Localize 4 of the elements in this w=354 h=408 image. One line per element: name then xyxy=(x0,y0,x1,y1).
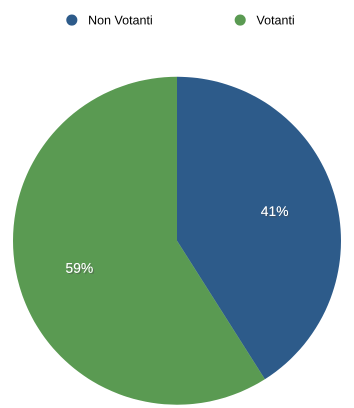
legend-label: Non Votanti xyxy=(89,15,152,25)
legend-label: Votanti xyxy=(256,15,294,25)
data-label: 59% xyxy=(66,262,94,274)
data-label: 41% xyxy=(261,206,290,218)
